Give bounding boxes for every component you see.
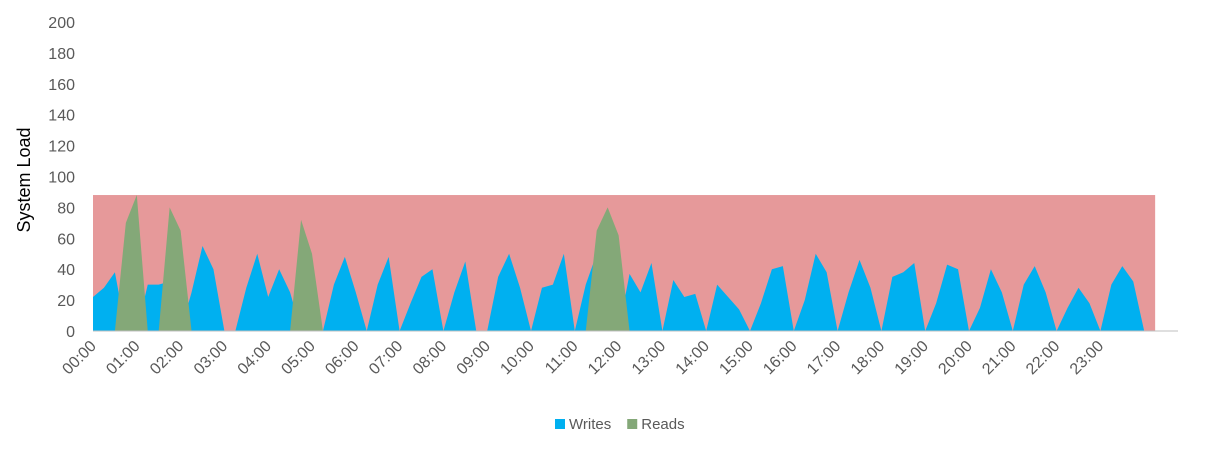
x-tick-label: 06:00	[322, 338, 362, 378]
y-tick-label: 100	[48, 170, 75, 187]
x-tick-label: 14:00	[673, 338, 713, 378]
legend-label: Writes	[569, 416, 611, 433]
x-tick-label: 02:00	[147, 338, 187, 378]
x-tick-label: 13:00	[629, 338, 669, 378]
x-tick-label: 08:00	[410, 338, 450, 378]
y-tick-label: 200	[48, 15, 75, 32]
x-tick-label: 01:00	[103, 338, 143, 378]
x-tick-label: 17:00	[804, 338, 844, 378]
x-tick-label: 04:00	[235, 338, 275, 378]
x-tick-label: 09:00	[454, 338, 494, 378]
legend-swatch	[627, 419, 638, 429]
y-tick-label: 20	[57, 293, 75, 310]
x-tick-label: 20:00	[935, 338, 975, 378]
x-tick-label: 00:00	[59, 338, 99, 378]
y-tick-label: 0	[66, 324, 75, 341]
x-tick-label: 12:00	[585, 338, 625, 378]
y-tick-label: 120	[48, 139, 75, 156]
x-tick-label: 11:00	[542, 338, 582, 378]
y-tick-label: 160	[48, 77, 75, 94]
area-reads	[93, 195, 1156, 331]
x-tick-label: 22:00	[1023, 338, 1063, 378]
x-tick-label: 21:00	[979, 338, 1019, 378]
y-tick-label: 180	[48, 46, 75, 63]
y-tick-label: 40	[57, 262, 75, 279]
y-axis-title: System Load	[14, 127, 34, 232]
legend-swatch	[555, 419, 565, 429]
y-tick-label: 60	[57, 231, 75, 248]
x-tick-label: 10:00	[497, 338, 537, 378]
x-tick-label: 23:00	[1067, 338, 1107, 378]
x-tick-label: 19:00	[892, 338, 932, 378]
y-tick-label: 140	[48, 108, 75, 125]
x-tick-label: 15:00	[716, 338, 756, 378]
x-tick-label: 05:00	[278, 338, 318, 378]
area-writes	[93, 246, 1156, 331]
x-tick-label: 03:00	[191, 338, 231, 378]
legend-label: Reads	[641, 416, 684, 433]
x-tick-label: 16:00	[760, 338, 800, 378]
x-tick-label: 07:00	[366, 338, 406, 378]
y-tick-label: 80	[57, 200, 75, 217]
x-tick-label: 18:00	[848, 338, 888, 378]
